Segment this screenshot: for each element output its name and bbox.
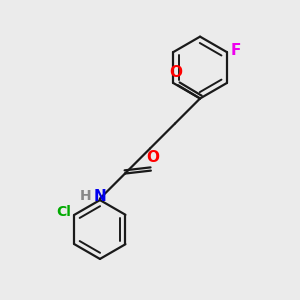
Text: O: O [169, 65, 182, 80]
Text: O: O [147, 150, 160, 165]
Text: N: N [94, 189, 106, 204]
Text: Cl: Cl [56, 206, 71, 219]
Text: F: F [230, 43, 241, 58]
Text: H: H [80, 189, 92, 203]
